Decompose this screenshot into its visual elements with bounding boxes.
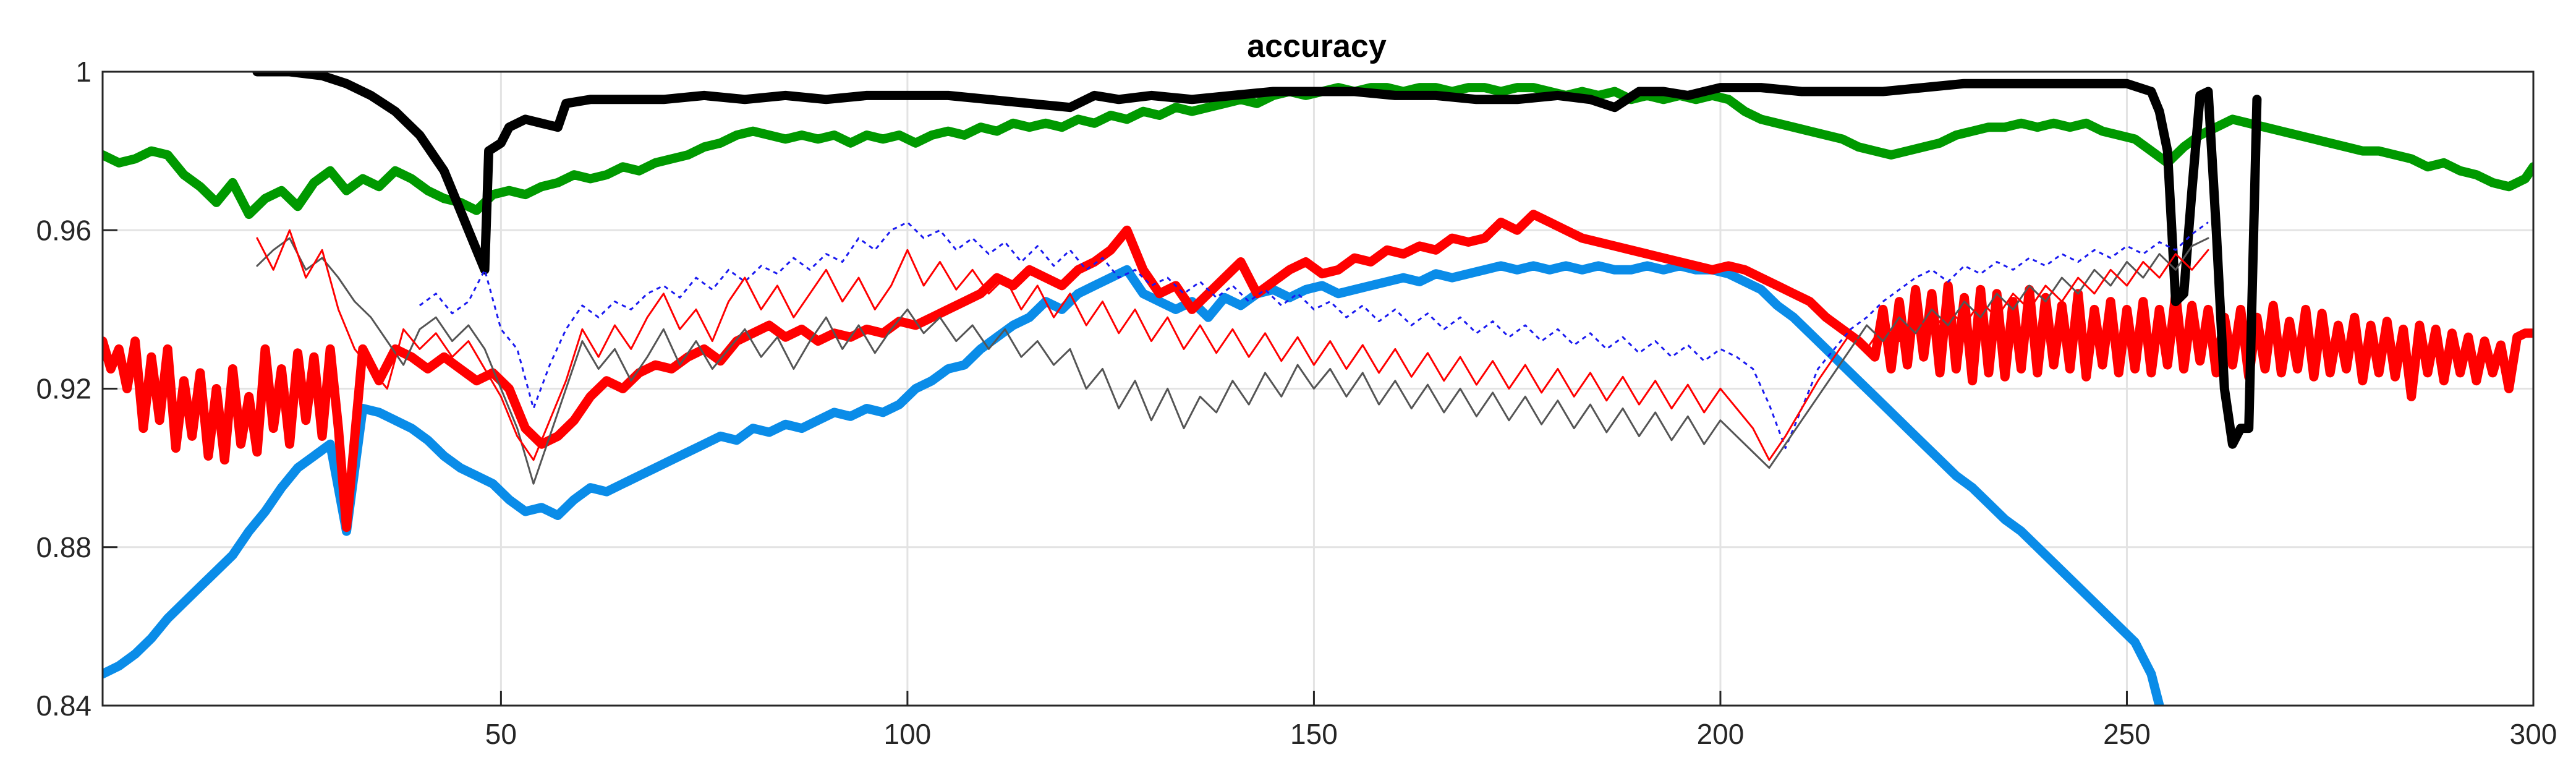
y-tick-label: 0.96 <box>36 214 91 246</box>
series-line-4 <box>252 72 2262 449</box>
series-line-2 <box>103 261 2164 706</box>
x-tick-label: 100 <box>884 718 932 750</box>
series-line-7 <box>256 229 2209 461</box>
y-tick-label: 1 <box>75 56 91 88</box>
x-tick-label: 250 <box>2103 718 2151 750</box>
x-tick-label: 50 <box>485 718 517 750</box>
y-tick-label: 0.88 <box>36 531 91 563</box>
x-tick-label: 150 <box>1290 718 1338 750</box>
series-line-6 <box>256 237 2209 485</box>
axis-ticks: 50 100 150 200 250 300 0.84 0.88 0.92 0.96 1 <box>36 56 2557 750</box>
x-tick-label: 200 <box>1697 718 1745 750</box>
x-tick-label: 300 <box>2510 718 2557 750</box>
y-tick-label: 0.92 <box>36 373 91 405</box>
series-group <box>103 72 2533 706</box>
series-line-5 <box>419 221 2209 450</box>
y-tick-label: 0.84 <box>36 690 91 722</box>
chart-title: accuracy <box>1247 28 1387 64</box>
